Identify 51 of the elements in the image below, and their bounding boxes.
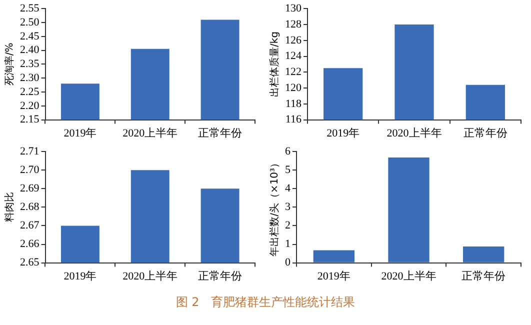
x-tick-label: 2020上半年 — [381, 269, 436, 282]
y-tick-label: 2.15 — [20, 114, 40, 126]
caption: 图 2 育肥猪群生产性能统计结果 — [174, 294, 356, 311]
y-tick-label: 116 — [285, 114, 302, 126]
y-tick-label: 1 — [285, 238, 290, 250]
y-tick-label: 6 — [285, 145, 291, 158]
y-tick-label: 122 — [285, 66, 302, 78]
bar — [388, 158, 430, 262]
y-tick-label: 128 — [285, 18, 302, 30]
y-tick-label: 2.40 — [20, 44, 40, 56]
y-tick-label: 124 — [285, 50, 302, 62]
x-tick-label: 正常年份 — [462, 269, 506, 282]
y-tick-label: 118 — [285, 98, 302, 110]
y-tick-label: 2.45 — [20, 30, 40, 42]
x-tick-label: 2020上半年 — [122, 269, 178, 282]
y-tick-label: 3 — [285, 201, 291, 214]
y-tick-label: 2.55 — [20, 2, 40, 14]
y-tick-label: 2.30 — [20, 72, 40, 84]
y-tick-label: 2.67 — [20, 220, 40, 232]
x-tick-label: 2020上半年 — [386, 126, 442, 140]
y-axis-title: 死淘率/% — [4, 42, 16, 86]
y-tick-label: 2.70 — [20, 164, 40, 176]
y-axis-title: 年出栏数/头（×10³） — [268, 158, 281, 256]
bar — [313, 250, 354, 262]
x-tick-label: 正常年份 — [198, 126, 242, 140]
y-tick-label: 130 — [285, 2, 302, 14]
x-tick-label: 正常年份 — [463, 126, 508, 140]
x-tick-label: 正常年份 — [198, 269, 242, 282]
y-tick-label: 2.66 — [20, 238, 40, 250]
y-tick-label: 126 — [285, 34, 302, 46]
y-axis-title: 料肉比 — [4, 192, 16, 222]
x-tick-label: 2020上半年 — [122, 126, 178, 140]
y-tick-label: 2.71 — [20, 145, 40, 158]
y-tick-label: 2.50 — [20, 16, 40, 28]
y-tick-label: 2 — [285, 220, 290, 232]
y-tick-label: 2.68 — [20, 201, 40, 214]
y-tick-label: 2.69 — [20, 182, 40, 195]
x-tick-label: 2019年 — [326, 127, 360, 140]
y-tick-label: 5 — [285, 164, 291, 176]
y-tick-label: 2.35 — [20, 58, 40, 70]
y-tick-label: 4 — [285, 182, 291, 195]
y-axis-title: 出栏体质量/kg — [268, 31, 281, 97]
bar — [463, 246, 504, 262]
y-tick-label: 2.65 — [20, 256, 40, 269]
y-tick-label: 120 — [285, 82, 302, 94]
y-tick-label: 2.20 — [20, 100, 40, 112]
y-tick-label: 2.25 — [20, 86, 40, 98]
x-tick-label: 2019年 — [64, 127, 97, 140]
y-tick-label: 0 — [285, 256, 291, 269]
x-tick-label: 2019年 — [64, 270, 97, 282]
x-tick-label: 2019年 — [317, 270, 350, 282]
